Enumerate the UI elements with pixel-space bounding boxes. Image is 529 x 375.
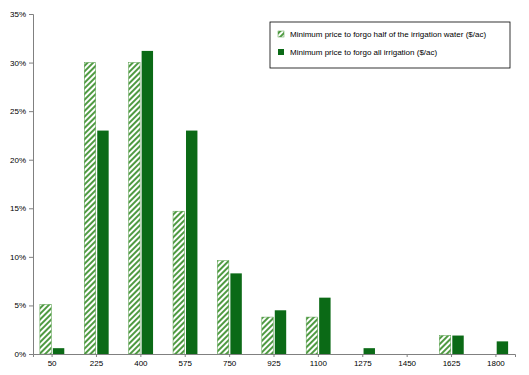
x-tick: 50 (48, 354, 57, 368)
y-tick-label: 25% (10, 107, 26, 116)
y-tick: 5% (14, 301, 33, 310)
bar (351, 354, 362, 355)
y-tick-label: 10% (10, 253, 26, 262)
x-tick-label: 1800 (487, 359, 505, 368)
x-tick-mark (318, 354, 319, 357)
x-tick-mark (362, 354, 363, 357)
legend-item: Minimum price to forgo all irrigation ($… (278, 48, 437, 57)
legend-box (270, 22, 510, 68)
x-tick: 225 (90, 354, 104, 368)
series (40, 63, 451, 354)
x-tick-label: 1275 (354, 359, 372, 368)
y-tick: 10% (10, 253, 33, 262)
bar (439, 336, 450, 354)
chart: 0% 5% 10% 15% 20% 25% 30% 35% 50 225 400 575 750 925 1… (0, 0, 529, 375)
x-tick: 1450 (398, 354, 416, 368)
y-tick: 25% (10, 107, 33, 116)
y-tick: 20% (10, 156, 33, 165)
y-tick-mark (29, 354, 33, 355)
bar (142, 51, 153, 354)
series (53, 51, 508, 354)
bar (484, 354, 495, 355)
bars (40, 51, 508, 354)
x-tick-mark (229, 354, 230, 357)
x-axis: 50 225 400 575 750 925 1100 1275 1450 1625 1800 (34, 354, 516, 368)
x-tick-label: 925 (267, 359, 281, 368)
plot: 0% 5% 10% 15% 20% 25% 30% 35% 50 225 400 575 750 925 1… (10, 10, 516, 368)
x-tick: 1625 (443, 354, 461, 368)
legend-swatch (278, 49, 284, 55)
x-tick: 575 (179, 354, 193, 368)
bar (97, 131, 108, 354)
y-tick-label: 20% (10, 156, 26, 165)
y-tick: 15% (10, 204, 33, 213)
y-axis-line (29, 15, 34, 355)
bar (408, 354, 419, 355)
x-tick-mark (451, 354, 452, 357)
y-tick-label: 5% (14, 301, 26, 310)
bar (364, 348, 375, 354)
x-tick-mark (96, 354, 97, 357)
bar (186, 131, 197, 354)
bar (230, 273, 241, 354)
x-tick-mark (140, 354, 141, 357)
y-axis: 0% 5% 10% 15% 20% 25% 30% 35% (10, 10, 34, 359)
x-tick-label: 575 (179, 359, 193, 368)
x-tick-label: 1450 (398, 359, 416, 368)
y-tick-mark (29, 160, 33, 161)
legend-swatch (278, 31, 284, 37)
bar (452, 336, 463, 354)
x-tick: 750 (223, 354, 237, 368)
y-tick-label: 0% (14, 350, 26, 359)
y-tick: 0% (14, 350, 33, 359)
x-tick: 1275 (354, 354, 372, 368)
x-tick: 1100 (310, 354, 328, 368)
bar (40, 304, 51, 354)
y-tick: 35% (10, 10, 33, 19)
bar (84, 63, 95, 354)
y-tick-label: 15% (10, 204, 26, 213)
x-axis-line (34, 355, 516, 358)
bar (306, 317, 317, 354)
y-tick-label: 35% (10, 10, 26, 19)
y-tick-mark (29, 111, 33, 112)
y-tick: 30% (10, 59, 33, 68)
x-tick-mark (185, 354, 186, 357)
x-tick: 400 (134, 354, 148, 368)
x-tick-mark (274, 354, 275, 357)
y-tick-mark (29, 208, 33, 209)
bar (129, 63, 140, 354)
y-tick-mark (29, 257, 33, 258)
bar (275, 310, 286, 354)
bar (217, 261, 228, 354)
bar (497, 341, 508, 354)
bar (319, 298, 330, 354)
x-tick-mark (495, 354, 496, 357)
y-tick-mark (29, 14, 33, 15)
x-tick-label: 1625 (443, 359, 461, 368)
bar (53, 348, 64, 354)
x-tick-label: 1100 (310, 359, 328, 368)
x-tick-mark (52, 354, 53, 357)
legend-label: Minimum price to forgo half of the irrig… (290, 30, 486, 39)
x-tick-label: 400 (134, 359, 148, 368)
y-tick-label: 30% (10, 59, 26, 68)
bar (262, 317, 273, 354)
legend-item: Minimum price to forgo half of the irrig… (278, 30, 486, 39)
x-tick-label: 750 (223, 359, 237, 368)
x-tick: 925 (267, 354, 281, 368)
legend: Minimum price to forgo half of the irrig… (270, 22, 510, 68)
x-tick-label: 50 (48, 359, 57, 368)
y-tick-mark (29, 305, 33, 306)
y-tick-mark (29, 63, 33, 64)
x-tick-label: 225 (90, 359, 104, 368)
bar (395, 354, 406, 355)
x-tick: 1800 (487, 354, 505, 368)
legend-label: Minimum price to forgo all irrigation ($… (290, 48, 437, 57)
bar (173, 211, 184, 354)
x-tick-mark (407, 354, 408, 357)
